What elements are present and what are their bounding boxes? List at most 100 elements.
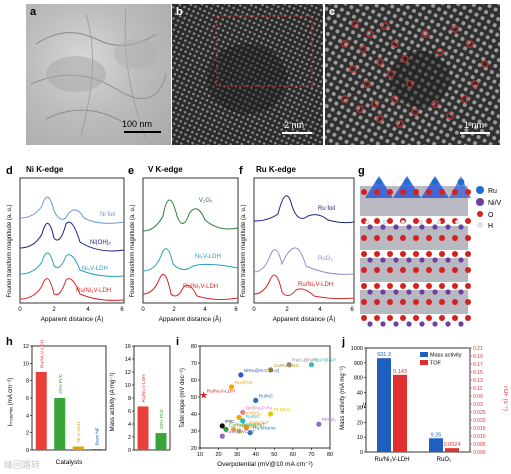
hydrogen-atom [418,220,423,225]
exafs-xlabel-e: Apparent distance (Å) [159,314,222,323]
ni-v-atom [380,224,386,230]
j-bar-tof-label: 0.0024 [444,442,461,448]
oxygen-atom [413,218,419,224]
ru-single-atom-marker [396,120,404,128]
ni-v-atom [458,321,464,327]
j-bar-tof [445,448,459,452]
j-y2label: TOF (s⁻¹) [502,385,508,411]
chart-i: Tafel slope (mV dec⁻¹) 10 20 30 40 50 60 70 802… [180,344,336,468]
j-y2tick-label: 0.015 [473,426,486,432]
h-left-bar [72,446,84,450]
ru-single-atom-marker [356,105,364,113]
i-xtick-label: 80 [327,452,333,458]
oxygen-atom [387,218,393,224]
oxygen-atom [374,251,380,257]
chart-h: Iₕ₇₁ₑₒₕₑₓ (mA cm⁻²) Ru/Ni₃V-LDH 20% Pt/C N… [8,340,171,466]
oxygen-atom [413,299,419,305]
oxygen-atom [465,283,471,289]
xtick-f-3: 6 [350,307,354,313]
j-y2tick-label: 0.010 [473,434,486,440]
h-left-bar-label: Bare NF [95,427,101,445]
i-point [230,426,237,432]
j-ytick-label: 800 [354,376,363,382]
ni-v-atom [367,289,373,295]
i-point-label: RuNC [236,422,250,428]
xtick-d-2: 4 [86,307,90,313]
xtick-d-3: 6 [120,307,124,313]
plot-frame-d [19,177,125,304]
oxygen-atom [426,218,432,224]
i-point-label: Pt/VS₂ [322,417,336,423]
oxygen-atom [400,283,406,289]
i-xlabel: Overpotential (mV@10 mA cm⁻²) [217,461,313,468]
h-right-bar [155,433,167,450]
i-ytick-label: 70 [191,361,197,367]
oxygen-atom [413,315,419,321]
oxygen-atom [426,235,432,241]
panel-e-title: V K-edge [148,165,183,174]
j-bar-mass-activity [377,358,391,452]
curve-ni3v-ldh-e [142,248,239,272]
h-right-ytick-label: 8 [128,396,131,402]
label-ni3v-ldh-d: Ni₃V-LDH [82,266,108,272]
ru-single-atom-marker [349,65,357,73]
oxygen-atom [400,235,406,241]
h-right-ticks: 0 2 4 6 8 10 12 14 16 [125,344,134,454]
i-point-label: Ni@Ni₂P-Ru [246,405,273,411]
i-point-label: Ru/NC [246,414,261,420]
oxygen-atom [465,218,471,224]
j-frame [365,347,471,453]
h-right-ylabel: Mass activity (A mg⁻¹) [110,373,116,432]
xtick-d-0: 0 [18,307,22,313]
oxygen-atom [465,315,471,321]
curve-ni3v-ldh [19,252,125,277]
tem-image-a: a 100 nm [26,4,171,145]
ru-single-atom-marker [461,95,469,103]
oxygen-atom [452,235,458,241]
h-left-bars: Ru/Ni₃V-LDH 20% Pt/C Ni₃V-LDH Bare NF [35,340,103,450]
curve-ru-ni3v-ldh-e [142,273,239,301]
i-point-label: Pt-MoS₂ [274,407,292,413]
j-axis-break: // [362,403,366,410]
ni-v-atom [419,257,425,263]
chart-j: Mass activity (mA mg⁻¹) TOF (s⁻¹) 0 10 20 3… [340,346,508,463]
oxygen-atom [452,315,458,321]
plot-frame-f [253,177,355,304]
oxygen-atom [400,315,406,321]
oxygen-atom [413,251,419,257]
j-ytick-label: 900 [354,361,363,367]
oxygen-atom [426,189,432,195]
i-point [223,426,229,432]
j-ytick-label: 30 [357,405,363,411]
xtick-e-2: 4 [203,307,207,313]
h-right-bar [137,406,149,450]
exafs-xlabel-d: Apparent distance (Å) [41,314,104,323]
i-point [219,423,225,429]
h-left-ytick-label: 4 [26,413,29,419]
ni-v-atom [406,321,412,327]
legend-o-swatch [477,211,483,217]
h-right-ytick-label: 6 [128,409,131,415]
oxygen-atom [387,267,393,273]
ru-single-atom-marker [391,95,399,103]
ni-v-atom [367,321,373,327]
legend-o: O [488,212,494,219]
oxygen-atom [452,283,458,289]
j-ylabel: Mass activity (mA mg⁻¹) [340,366,346,430]
i-point-label: Pt/C [225,419,235,425]
ni-v-atom [432,321,438,327]
h-left-ytick-label: 0 [26,448,29,454]
j-y2tick-label: 0.020 [473,418,486,424]
oxygen-atom [361,283,367,289]
j-bar-mass-label: 9.25 [431,432,442,438]
ni-v-atom [380,289,386,295]
h-left-bar [54,398,66,450]
oxygen-atom [439,283,445,289]
oxygen-atom [387,189,393,195]
ru-single-atom-marker [446,112,454,120]
legend-h-swatch [477,222,483,228]
j-y2tick-label: 0.19 [473,354,483,360]
i-point [236,428,242,434]
label-ni3v-ldh-e: Ni₃V-LDH [195,254,221,260]
legend-niv: Ni/V [488,200,502,207]
